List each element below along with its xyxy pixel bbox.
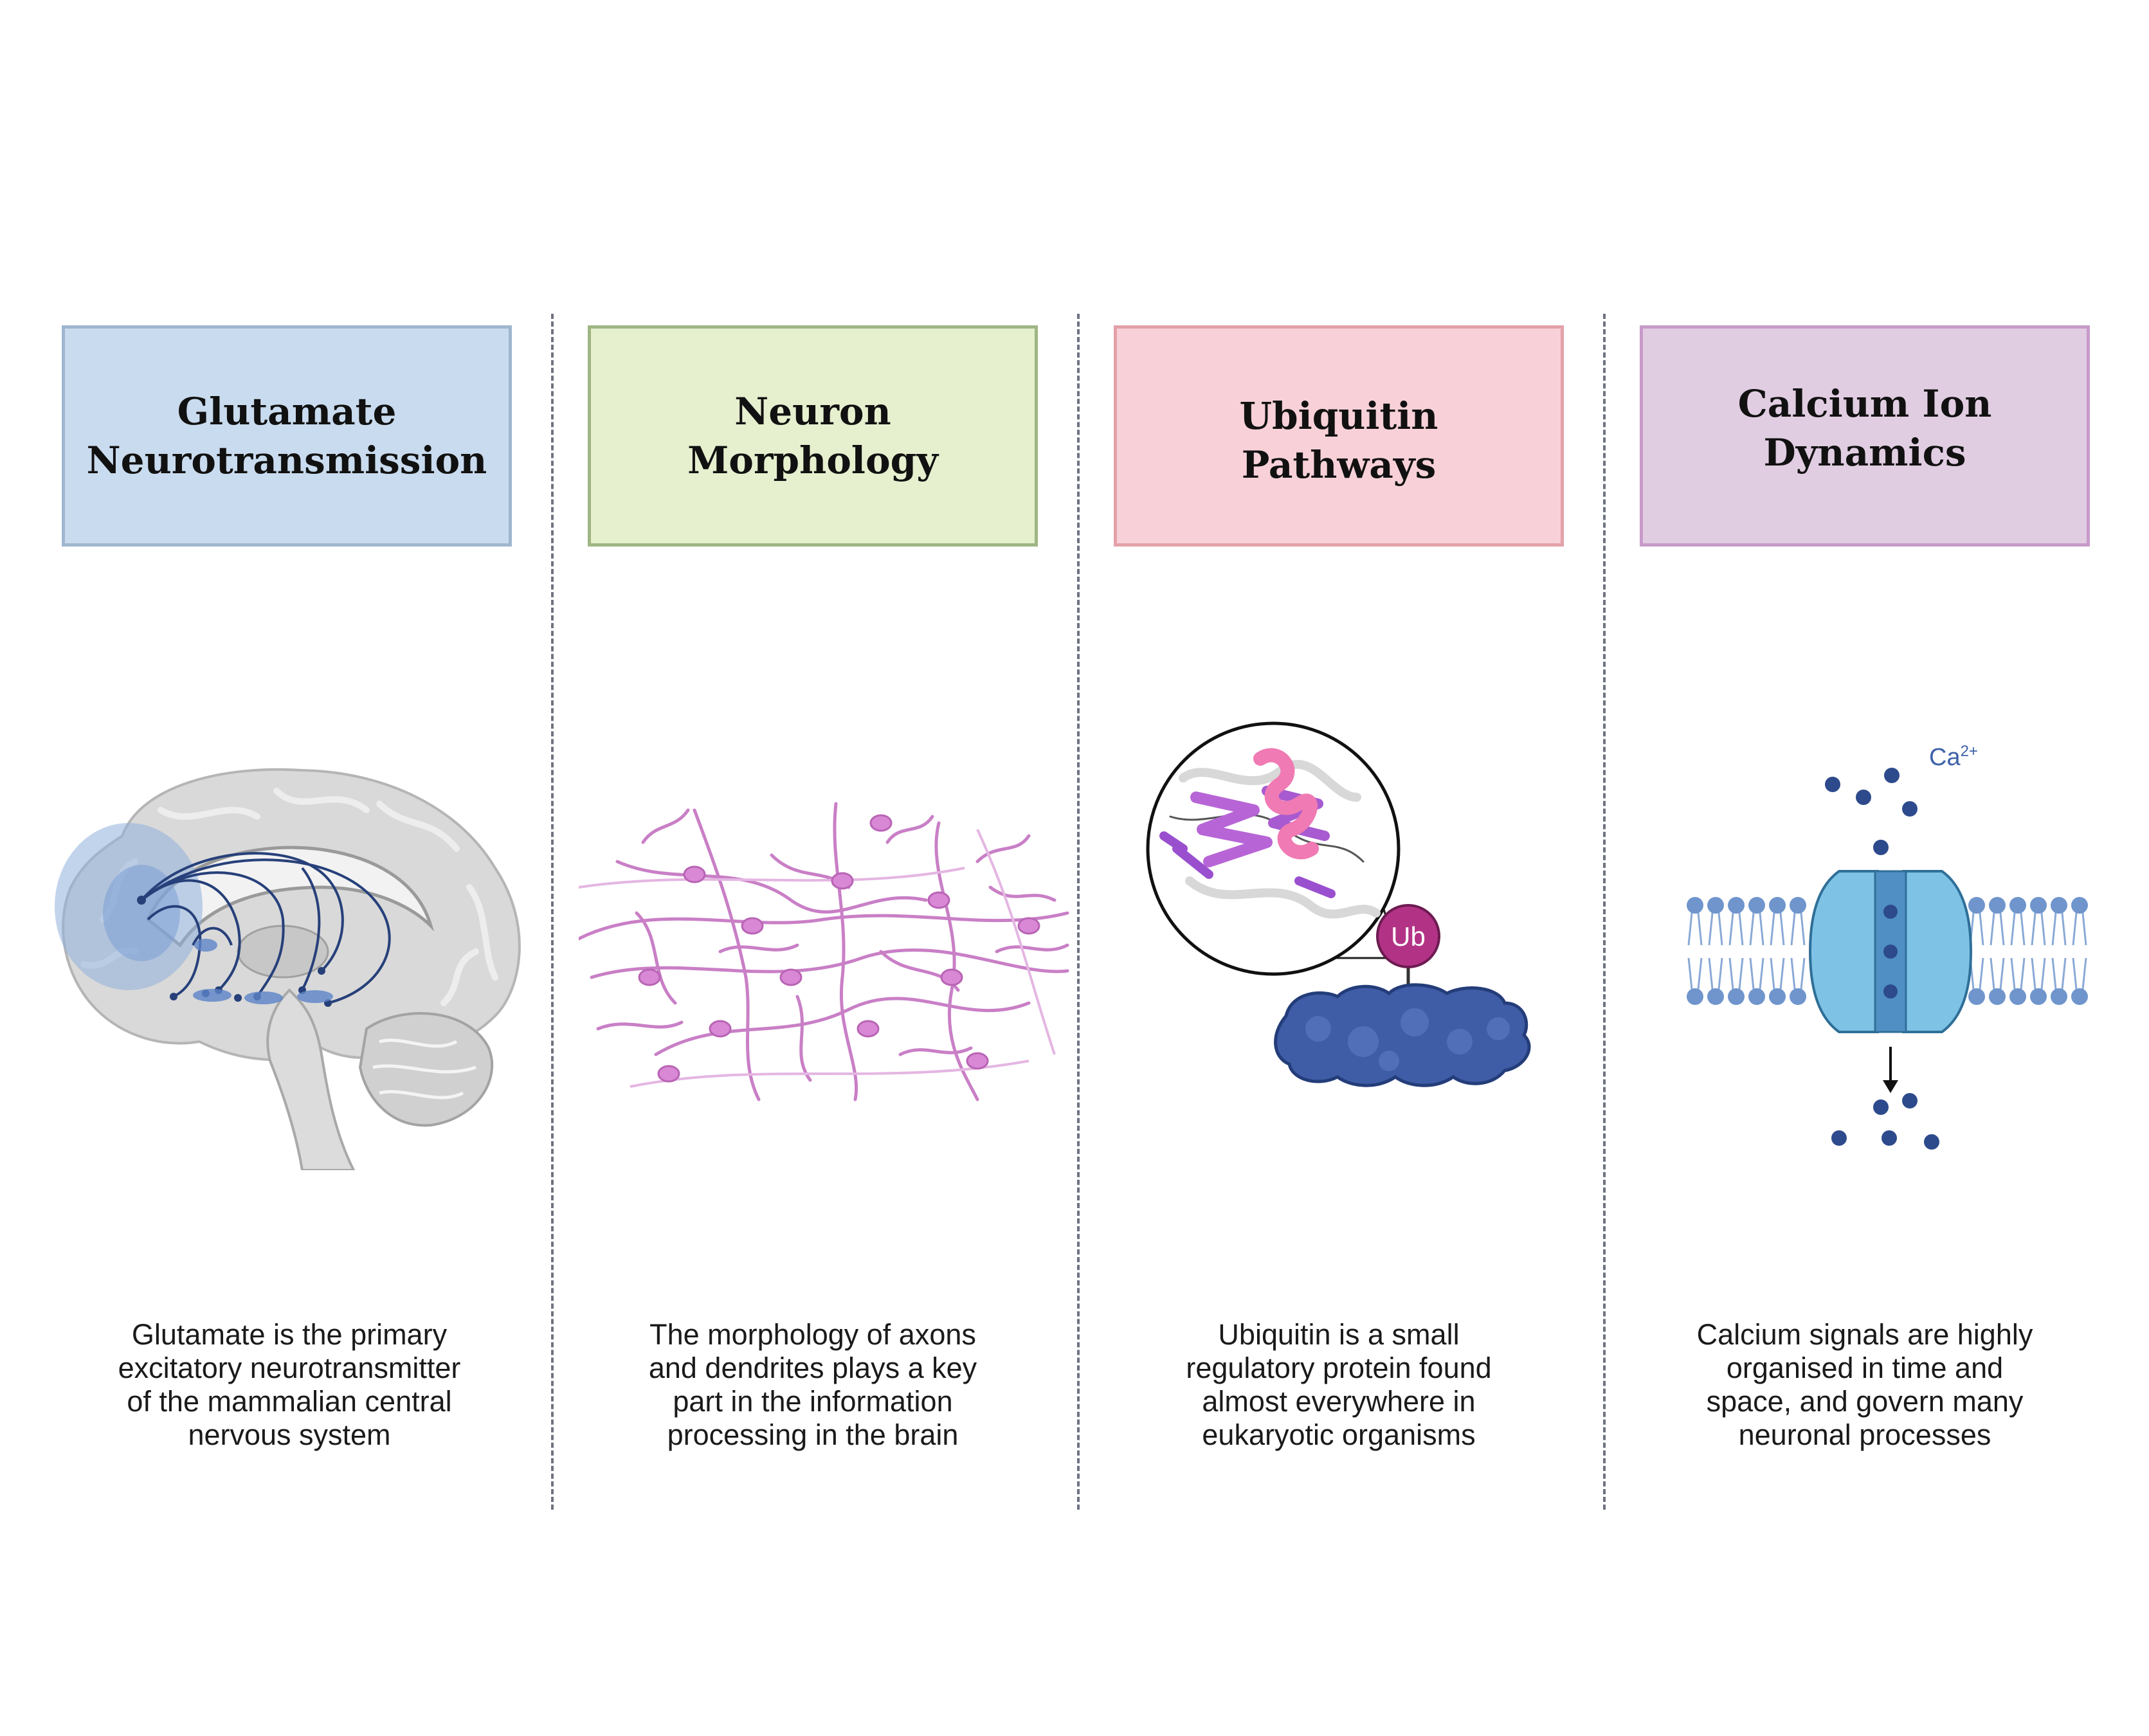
panel-title-line: Neurotransmission <box>86 439 487 482</box>
panel-title-line: Dynamics <box>1763 431 1966 475</box>
description-line: Glutamate is the primary <box>131 1318 448 1351</box>
panel-title-box-calcium: Calcium Ion Dynamics <box>1640 325 2090 547</box>
panel-description-calcium: Calcium signals are highly organised in … <box>1620 1318 2109 1452</box>
ubiquitin-ribbon-structure <box>1159 748 1381 919</box>
description-line: of the mammalian central <box>127 1385 452 1418</box>
panel-title-line: Ubiquitin <box>1239 394 1438 438</box>
description-line: The morphology of axons <box>649 1318 976 1351</box>
description-line: organised in time and <box>1726 1352 2004 1384</box>
ion-label: Ca2+ <box>1929 743 1978 771</box>
brainstem <box>266 988 356 1170</box>
panel-title-box-ubiquitin: Ubiquitin Pathways <box>1114 325 1564 547</box>
panel-title-line: Calcium Ion <box>1737 382 1992 426</box>
substrate-protein <box>1274 983 1531 1087</box>
calcium-ions <box>1825 768 1939 1150</box>
panel-description-ubiquitin: Ubiquitin is a small regulatory protein … <box>1094 1318 1583 1452</box>
description-line: and dendrites plays a key <box>648 1352 977 1384</box>
calcium-channel-protein <box>1808 870 1973 1033</box>
description-line: Ubiquitin is a small <box>1218 1318 1460 1351</box>
neuron-somas <box>638 814 1040 1083</box>
description-line: space, and govern many <box>1706 1385 2024 1418</box>
glutamate-pathways <box>140 852 391 1004</box>
panel-description-glutamate: Glutamate is the primary excitatory neur… <box>45 1318 534 1452</box>
brain-sagittal-illustration <box>55 768 521 1170</box>
panel-title-line: Neuron <box>734 390 891 433</box>
panel-divider-1 <box>551 314 554 1510</box>
dendrite-branches <box>579 802 1069 1101</box>
panel-divider-2 <box>1077 314 1080 1510</box>
lipid-bilayer-left <box>1687 897 1806 1005</box>
panel-divider-3 <box>1603 314 1606 1510</box>
lipid-bilayer-right <box>1968 897 2088 1005</box>
description-line: Calcium signals are highly <box>1696 1318 2033 1351</box>
description-line: nervous system <box>188 1418 391 1451</box>
description-line: regulatory protein found <box>1186 1352 1492 1384</box>
influx-arrow <box>1883 1047 1898 1093</box>
panel-title-box-neuron: Neuron Morphology <box>588 325 1038 547</box>
description-line: almost everywhere in <box>1202 1385 1476 1418</box>
description-line: part in the information <box>673 1385 953 1418</box>
ub-label: Ub <box>1391 921 1426 952</box>
calcium-channel-illustration: Ca2+ <box>1687 743 2088 1150</box>
panel-title-box-glutamate: Glutamate Neurotransmission <box>62 325 512 547</box>
description-line: eukaryotic organisms <box>1202 1418 1476 1451</box>
panel-title-line: Morphology <box>687 439 938 482</box>
panel-title-line: Pathways <box>1241 443 1437 487</box>
ubiquitin-protein-illustration: Ub <box>1146 721 1531 1087</box>
panel-description-neuron: The morphology of axons and dendrites pl… <box>568 1318 1057 1452</box>
neuron-network-illustration <box>579 802 1069 1101</box>
cerebellum-folia <box>372 1038 476 1099</box>
ubiquitin-tag-marker <box>1376 904 1440 968</box>
description-line: processing in the brain <box>667 1418 959 1451</box>
description-line: neuronal processes <box>1738 1418 1991 1451</box>
description-line: excitatory neurotransmitter <box>118 1352 461 1384</box>
panel-title-line: Glutamate <box>177 390 397 433</box>
